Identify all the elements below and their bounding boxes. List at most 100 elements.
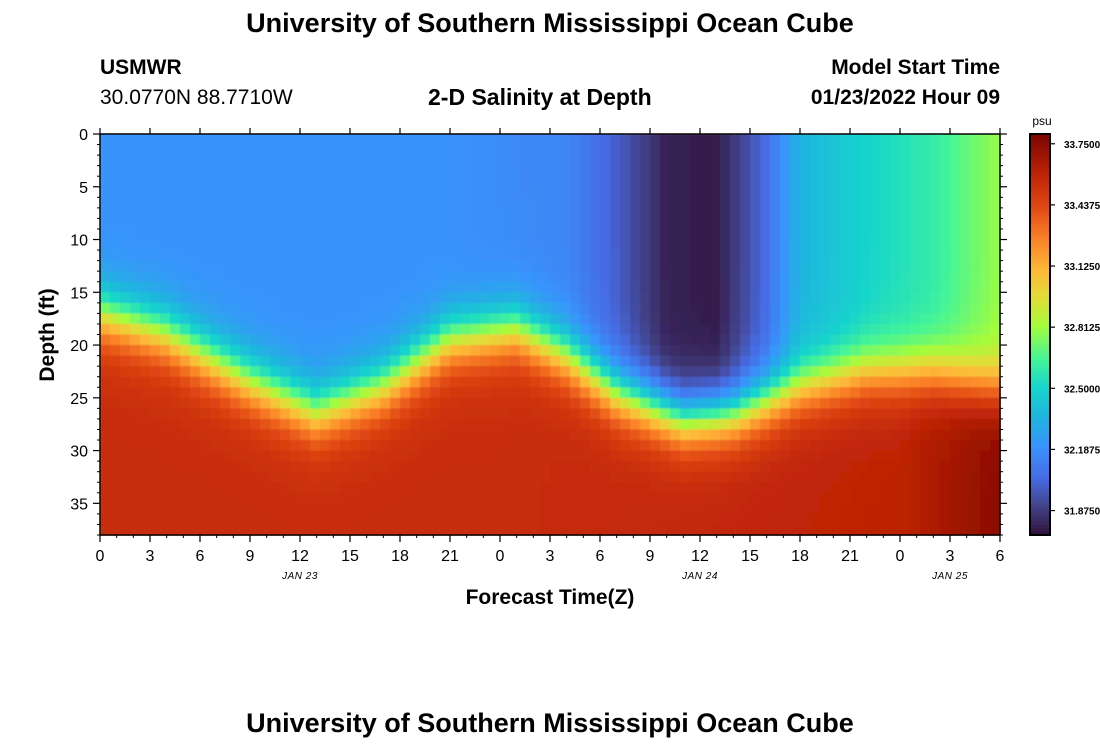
heatmap-cell <box>950 186 961 198</box>
heatmap-cell <box>440 197 451 209</box>
colorbar-swatch <box>1030 174 1050 178</box>
heatmap-cell <box>970 260 981 272</box>
heatmap-cell <box>220 471 231 483</box>
heatmap-cell <box>980 492 991 504</box>
heatmap-cell <box>780 450 791 462</box>
heatmap-cell <box>490 197 501 209</box>
heatmap-cell <box>510 440 521 452</box>
heatmap-cell <box>360 418 371 431</box>
heatmap-cell <box>370 334 381 346</box>
heatmap-cell <box>480 271 491 283</box>
heatmap-cell <box>450 165 461 177</box>
heatmap-cell <box>390 429 401 441</box>
heatmap-cell <box>350 281 361 293</box>
heatmap-cell <box>230 260 241 272</box>
heatmap-cell <box>540 334 551 346</box>
heatmap-cell <box>250 418 261 431</box>
heatmap-cell <box>330 387 341 399</box>
heatmap-cell <box>200 186 211 198</box>
heatmap-cell <box>330 323 341 336</box>
heatmap-cell <box>980 239 991 251</box>
heatmap-cell <box>780 260 791 272</box>
heatmap-cell <box>630 503 641 515</box>
heatmap-cell <box>580 228 591 241</box>
heatmap-cell <box>820 524 831 536</box>
heatmap-cell <box>320 176 331 188</box>
heatmap-cell <box>970 450 981 462</box>
heatmap-cell <box>370 387 381 399</box>
heatmap-cell <box>250 376 261 388</box>
heatmap-cell <box>110 355 121 367</box>
heatmap-cell <box>690 461 701 473</box>
heatmap-cell <box>690 176 701 188</box>
colorbar-swatch <box>1030 474 1050 479</box>
heatmap-cell <box>510 524 521 536</box>
heatmap-cell <box>620 345 631 357</box>
heatmap-cell <box>730 292 741 304</box>
heatmap-cell <box>200 260 211 272</box>
heatmap-cell <box>920 513 931 526</box>
heatmap-cell <box>130 397 141 409</box>
heatmap-cell <box>210 334 221 346</box>
heatmap-cell <box>420 387 431 399</box>
heatmap-cell <box>670 503 681 515</box>
heatmap-cell <box>430 207 441 220</box>
heatmap-cell <box>660 207 671 220</box>
heatmap-cell <box>780 302 791 314</box>
heatmap-cell <box>440 387 451 399</box>
heatmap-cell <box>450 482 461 494</box>
heatmap-cell <box>890 355 901 367</box>
heatmap-cell <box>590 197 601 209</box>
heatmap-cell <box>680 334 691 346</box>
heatmap-cell <box>620 450 631 462</box>
heatmap-cell <box>240 186 251 198</box>
heatmap-cell <box>310 355 321 367</box>
heatmap-cell <box>910 292 921 304</box>
heatmap-cell <box>450 292 461 304</box>
heatmap-cell <box>780 334 791 346</box>
heatmap-cell <box>930 155 941 167</box>
heatmap-cell <box>300 440 311 452</box>
heatmap-cell <box>270 323 281 336</box>
colorbar-swatch <box>1030 224 1050 229</box>
heatmap-cell <box>210 513 221 526</box>
heatmap-cell <box>880 450 891 462</box>
heatmap-cell <box>430 334 441 346</box>
heatmap-cell <box>150 313 161 325</box>
heatmap-cell <box>920 260 931 272</box>
heatmap-cell <box>950 345 961 357</box>
heatmap-cell <box>370 366 381 378</box>
heatmap-cell <box>960 250 971 262</box>
heatmap-cell <box>300 313 311 325</box>
heatmap-cell <box>740 292 751 304</box>
heatmap-cell <box>110 165 121 177</box>
heatmap-cell <box>370 524 381 536</box>
heatmap-cell <box>340 176 351 188</box>
heatmap-cell <box>200 302 211 314</box>
heatmap-cell <box>330 376 341 388</box>
heatmap-cell <box>890 165 901 177</box>
colorbar-swatch <box>1030 250 1050 255</box>
colorbar-swatch <box>1030 361 1050 366</box>
heatmap-cell <box>850 355 861 367</box>
heatmap-cell <box>790 440 801 452</box>
heatmap-cell <box>150 524 161 536</box>
heatmap-cell <box>900 302 911 314</box>
heatmap-cell <box>860 271 871 283</box>
heatmap-cell <box>120 155 131 167</box>
heatmap-cell <box>260 376 271 388</box>
heatmap-cell <box>720 376 731 388</box>
colorbar-swatch <box>1030 394 1050 399</box>
heatmap-cell <box>380 197 391 209</box>
heatmap-cell <box>100 144 111 156</box>
heatmap-cell <box>580 239 591 251</box>
heatmap-cell <box>870 397 881 409</box>
heatmap-cell <box>470 207 481 220</box>
colorbar-swatch <box>1030 281 1050 285</box>
heatmap-cell <box>660 218 671 230</box>
heatmap-cell <box>790 376 801 388</box>
heatmap-cell <box>430 345 441 357</box>
heatmap-cell <box>790 155 801 167</box>
heatmap-cell <box>120 292 131 304</box>
heatmap-cell <box>140 292 151 304</box>
